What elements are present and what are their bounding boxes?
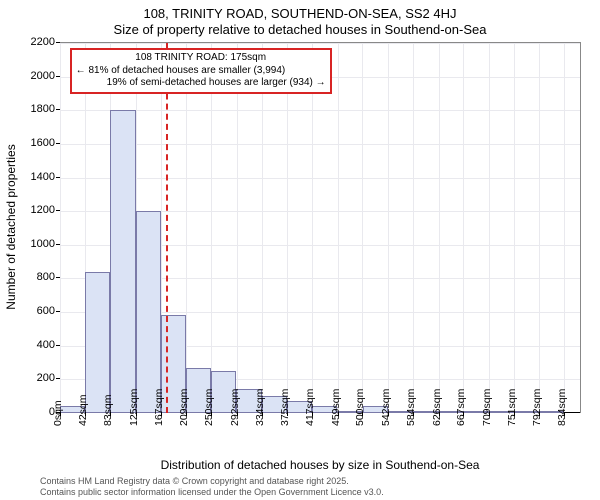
gridline-v xyxy=(439,43,440,413)
gridline-h xyxy=(60,178,580,179)
y-tick-mark xyxy=(56,277,60,278)
gridline-v xyxy=(60,43,61,413)
gridline-v xyxy=(489,43,490,413)
chart-container: 108, TRINITY ROAD, SOUTHEND-ON-SEA, SS2 … xyxy=(0,0,600,500)
y-tick-label: 400 xyxy=(15,339,55,351)
gridline-v xyxy=(186,43,187,413)
y-tick-mark xyxy=(56,76,60,77)
y-tick-mark xyxy=(56,244,60,245)
y-tick-label: 800 xyxy=(15,271,55,283)
y-tick-label: 1000 xyxy=(15,238,55,250)
gridline-v xyxy=(413,43,414,413)
gridline-v xyxy=(237,43,238,413)
x-axis-title: Distribution of detached houses by size … xyxy=(60,458,580,472)
annotation-line2: ← 81% of detached houses are smaller (3,… xyxy=(76,65,326,78)
gridline-v xyxy=(388,43,389,413)
y-tick-mark xyxy=(56,311,60,312)
y-tick-mark xyxy=(56,177,60,178)
histogram-bar xyxy=(136,211,161,413)
gridline-v xyxy=(514,43,515,413)
y-axis-title: Number of detached properties xyxy=(4,144,18,309)
chart-title-line1: 108, TRINITY ROAD, SOUTHEND-ON-SEA, SS2 … xyxy=(0,6,600,21)
y-tick-mark xyxy=(56,109,60,110)
y-tick-label: 1600 xyxy=(15,137,55,149)
gridline-v xyxy=(211,43,212,413)
y-tick-mark xyxy=(56,378,60,379)
y-tick-mark xyxy=(56,143,60,144)
gridline-v xyxy=(338,43,339,413)
gridline-v xyxy=(463,43,464,413)
histogram-bar xyxy=(110,110,135,413)
annotation-line1: 108 TRINITY ROAD: 175sqm xyxy=(76,52,326,65)
gridline-v xyxy=(362,43,363,413)
gridline-h xyxy=(60,110,580,111)
y-tick-label: 2000 xyxy=(15,70,55,82)
y-tick-label: 600 xyxy=(15,305,55,317)
gridline-h xyxy=(60,144,580,145)
annotation-box: 108 TRINITY ROAD: 175sqm← 81% of detache… xyxy=(70,48,332,94)
y-tick-mark xyxy=(56,42,60,43)
y-tick-label: 2200 xyxy=(15,36,55,48)
y-tick-mark xyxy=(56,345,60,346)
annotation-line3: 19% of semi-detached houses are larger (… xyxy=(76,77,326,90)
footer-attribution: Contains HM Land Registry data © Crown c… xyxy=(40,476,384,498)
gridline-v xyxy=(287,43,288,413)
gridline-v xyxy=(312,43,313,413)
property-marker-line xyxy=(166,43,168,413)
gridline-h xyxy=(60,43,580,44)
footer-line2: Contains public sector information licen… xyxy=(40,487,384,498)
chart-title-line2: Size of property relative to detached ho… xyxy=(0,22,600,37)
y-tick-label: 1200 xyxy=(15,204,55,216)
gridline-v xyxy=(539,43,540,413)
y-tick-label: 1400 xyxy=(15,171,55,183)
y-tick-label: 200 xyxy=(15,372,55,384)
gridline-v xyxy=(564,43,565,413)
y-tick-label: 0 xyxy=(15,406,55,418)
plot-area: 108 TRINITY ROAD: 175sqm← 81% of detache… xyxy=(60,42,581,413)
footer-line1: Contains HM Land Registry data © Crown c… xyxy=(40,476,384,487)
gridline-v xyxy=(262,43,263,413)
y-tick-label: 1800 xyxy=(15,103,55,115)
y-tick-mark xyxy=(56,210,60,211)
histogram-bar xyxy=(85,272,110,413)
